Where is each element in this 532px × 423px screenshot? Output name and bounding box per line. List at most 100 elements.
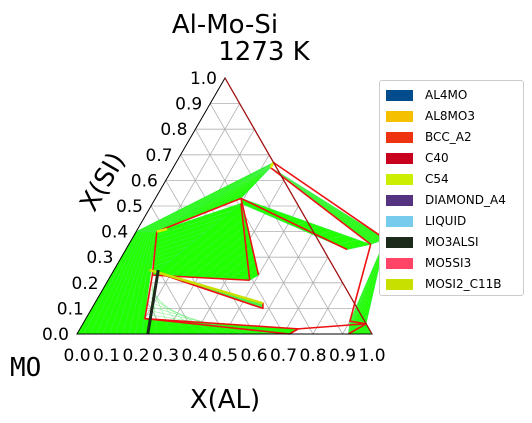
tie-line — [210, 246, 252, 279]
tie-line — [355, 326, 364, 335]
tie-line — [181, 224, 247, 277]
tie-line — [102, 231, 145, 335]
tie-line — [165, 162, 274, 229]
tie-line — [115, 231, 149, 335]
tie-line — [142, 182, 239, 232]
tie-line — [190, 164, 273, 219]
tie-line — [96, 231, 143, 335]
legend-swatch — [386, 131, 413, 143]
legend-item: AL8MO3 — [386, 109, 475, 123]
tie-line — [274, 169, 379, 243]
legend-item: MO3ALSI — [386, 235, 478, 249]
tie-line — [349, 264, 380, 326]
phase-boundary — [240, 198, 260, 276]
x-tick-label: 1.0 — [358, 346, 385, 366]
legend-swatch — [386, 257, 413, 269]
x-tick-label: 0.8 — [299, 346, 326, 366]
legend-swatch — [386, 89, 413, 101]
tie-line — [154, 231, 206, 250]
phase-boundary — [288, 322, 367, 335]
y-tick-label: 0.0 — [42, 325, 69, 345]
y-tick-label: 0.7 — [146, 146, 173, 166]
tie-line — [360, 328, 367, 335]
x-tick-label: 0.9 — [329, 346, 356, 366]
phase-boundary — [156, 197, 242, 233]
x-tick-label: 0.6 — [240, 346, 267, 366]
tie-line — [89, 231, 141, 335]
tie-line — [273, 168, 376, 244]
legend-swatch — [386, 194, 413, 206]
tie-line — [357, 327, 366, 335]
tie-line — [149, 288, 187, 335]
legend-swatch — [386, 278, 413, 290]
legend-item: C40 — [386, 151, 449, 165]
y-tick-label: 0.8 — [160, 120, 187, 140]
tie-line — [151, 279, 157, 335]
x-tick-label: 0.4 — [181, 346, 208, 366]
legend-label: C54 — [425, 172, 449, 186]
tie-line — [128, 231, 153, 335]
y-tick-label: 0.5 — [116, 197, 143, 217]
tie-line — [135, 231, 156, 335]
y-tick-label: 0.6 — [131, 171, 158, 191]
tie-line — [362, 329, 368, 335]
tie-line — [152, 217, 181, 232]
legend-label: MO3ALSI — [425, 235, 479, 249]
tie-line — [198, 164, 273, 216]
y-tick-label: 1.0 — [190, 69, 217, 89]
y-tick-labels: 0.0 0.1 0.2 0.3 0.4 0.5 0.6 0.7 0.8 0.9 1.0 — [42, 69, 217, 345]
tie-line — [349, 272, 378, 327]
tie-line — [215, 165, 272, 209]
legend: AL4MO AL8MO3 BCC_A2 C40 C54 DIAMOND_A4 LIQUID M… — [379, 80, 524, 296]
legend-item: MO5SI3 — [386, 256, 471, 270]
chart-title: Al-Mo-Si — [172, 10, 278, 40]
grid-line — [283, 256, 329, 335]
tie-line — [153, 260, 171, 267]
x-tick-label: 0.2 — [122, 346, 149, 366]
corner-label-mo: MO — [10, 353, 41, 383]
tie-line — [325, 234, 345, 241]
legend-label: DIAMOND_A4 — [425, 193, 506, 207]
tie-line — [140, 176, 251, 232]
tie-line — [148, 203, 204, 232]
legend-label: AL4MO — [425, 88, 468, 102]
tie-line — [161, 210, 243, 276]
legend-label: MOSI2_C11B — [425, 277, 502, 291]
legend-item: MOSI2_C11B — [386, 277, 501, 291]
x-tick-label: 0.7 — [270, 346, 297, 366]
tie-line — [171, 217, 245, 277]
tie-line — [109, 231, 147, 335]
legend-item: LIQUID — [386, 214, 466, 228]
phase-boundary — [349, 244, 372, 325]
tie-line — [122, 231, 151, 335]
tie-line — [230, 260, 256, 280]
legend-item: AL4MO — [386, 88, 467, 102]
y-tick-label: 0.4 — [101, 223, 128, 243]
tie-line — [181, 163, 273, 222]
tie-line — [191, 231, 249, 278]
phase-boundary — [273, 161, 386, 240]
tie-line — [173, 163, 274, 226]
y-tick-label: 0.9 — [175, 95, 202, 115]
phase-boundary — [240, 197, 348, 251]
tie-line — [349, 256, 382, 324]
tie-line — [200, 239, 250, 278]
triangle-right-edge — [224, 77, 373, 335]
legend-swatch — [386, 173, 413, 185]
grid-line — [195, 129, 314, 335]
x-tick-label: 0.0 — [63, 346, 90, 366]
tie-line — [275, 170, 380, 242]
tie-line — [144, 189, 227, 232]
y-tick-label: 0.3 — [86, 248, 113, 268]
grid-line — [224, 205, 299, 335]
tie-line — [138, 169, 262, 232]
tie-line — [276, 170, 382, 242]
tie-line — [349, 247, 384, 323]
tie-line — [154, 246, 188, 258]
y-tick-label: 0.2 — [72, 274, 99, 294]
phase-boundary — [270, 166, 372, 246]
legend-swatch — [386, 152, 413, 164]
legend-item: BCC_A2 — [386, 130, 472, 144]
tie-line — [273, 169, 377, 243]
